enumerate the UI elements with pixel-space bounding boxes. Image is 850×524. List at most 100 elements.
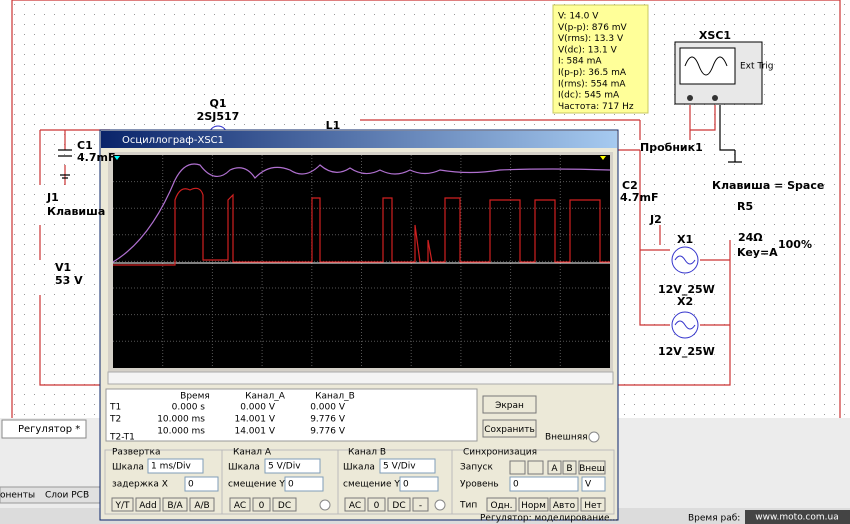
status-text: Время раб: (688, 514, 740, 524)
button[interactable] (578, 460, 606, 475)
button[interactable] (486, 497, 517, 512)
button[interactable] (367, 497, 386, 512)
column-header: Время (180, 392, 210, 402)
input[interactable] (184, 476, 219, 492)
field-label: задержка X (112, 480, 168, 490)
input[interactable] (264, 458, 321, 474)
field-label: Шкала (228, 463, 260, 473)
button[interactable] (135, 497, 161, 512)
probe-reading: V(rms): 13.3 V (558, 34, 624, 44)
component-label: 12V_25W (658, 345, 715, 358)
button[interactable] (412, 497, 429, 512)
cursor-value: 0.000 V (240, 403, 276, 413)
input-value: 5 V/Div (383, 462, 416, 472)
group-title: Синхронизация (463, 448, 537, 458)
edge-button[interactable] (509, 460, 526, 475)
watermark-text: www.moto.com.ua (755, 513, 838, 523)
component-label: Key=A (737, 246, 778, 259)
component-label: C1 (77, 139, 93, 152)
probe-reading: V(dc): 13.1 V (558, 45, 618, 55)
component-label: X2 (677, 295, 693, 308)
input[interactable] (509, 476, 579, 492)
panel-tab: оненты (0, 491, 35, 501)
edge-button[interactable] (527, 460, 544, 475)
button[interactable] (111, 497, 134, 512)
button[interactable] (482, 419, 537, 438)
button[interactable] (272, 497, 297, 512)
button-label: B/A (167, 501, 183, 511)
trigger-external: Внешняя (545, 433, 588, 443)
button-label: - (419, 501, 422, 511)
button[interactable] (387, 497, 411, 512)
button-label: 0 (259, 501, 265, 511)
group-title: Канал A (233, 448, 272, 458)
button[interactable] (229, 497, 251, 512)
input[interactable] (399, 476, 439, 492)
field-label: смещение Y (228, 480, 285, 490)
input-value: 1 ms/Div (151, 462, 192, 472)
cursor-value: 9.776 V (310, 415, 346, 425)
button[interactable] (344, 497, 366, 512)
button[interactable] (518, 497, 549, 512)
window-title: Осциллограф-XSC1 (122, 135, 224, 146)
probe-reading: V(p-p): 876 mV (558, 23, 628, 33)
button[interactable] (162, 497, 188, 512)
button[interactable] (562, 460, 577, 475)
probe-reading: I: 584 mA (558, 57, 602, 67)
field-label: Запуск (460, 463, 493, 473)
probe-reading: I(rms): 554 mA (558, 79, 626, 89)
component-label: Клавиша = Space (712, 179, 824, 192)
input[interactable] (284, 476, 324, 492)
component-label: 4.7mF (620, 191, 658, 204)
cursor-value: 10.000 ms (157, 427, 205, 437)
cursor-value: 14.001 V (234, 415, 275, 425)
component-label: 100% (778, 238, 812, 251)
input[interactable] (581, 476, 606, 492)
cursor-value: 0.000 V (310, 403, 346, 413)
button-label: A (551, 464, 558, 474)
button-label: Y/T (114, 501, 130, 511)
probe-panel (552, 4, 649, 114)
button-label: Внеш (579, 464, 605, 474)
input-value: 0 (513, 480, 519, 490)
input[interactable] (147, 458, 204, 474)
button-label: DC (278, 501, 291, 511)
input[interactable] (379, 458, 436, 474)
button-label: AC (349, 501, 361, 511)
input-value: V (585, 480, 592, 490)
button[interactable] (580, 497, 606, 512)
cursor-label: T1 (109, 403, 121, 413)
button-label: Норм (521, 501, 546, 511)
component-label: 4.7mF (77, 151, 115, 164)
button[interactable] (252, 497, 271, 512)
component-label: Клавиша (47, 205, 105, 218)
component-label: L1 (326, 119, 341, 132)
field-label: Шкала (112, 463, 144, 473)
component-label: R5 (737, 200, 753, 213)
cursor-label: T2-T1 (109, 433, 135, 443)
button[interactable] (549, 497, 579, 512)
input-value: 5 V/Div (268, 462, 301, 472)
xsc1-box (674, 41, 763, 105)
button-label: AC (234, 501, 246, 511)
cursor-value: 14.001 V (234, 427, 275, 437)
button[interactable] (189, 497, 215, 512)
button-label: Авто (553, 501, 576, 511)
button[interactable] (482, 395, 537, 414)
button-label: Экран (495, 401, 524, 411)
tab[interactable] (1, 419, 87, 439)
column-header: Канал_B (315, 392, 355, 402)
group-title: Развертка (112, 448, 160, 458)
button[interactable] (547, 460, 562, 475)
component-label: 2SJ517 (197, 110, 240, 123)
field-label: Уровень (460, 480, 499, 490)
component-label: J1 (46, 191, 59, 204)
probe-reading: V: 14.0 V (558, 12, 599, 22)
component-label: X1 (677, 233, 693, 246)
group-title: Канал B (348, 448, 386, 458)
field-label: Шкала (343, 463, 375, 473)
terminal-label: Ext Trig (740, 62, 774, 72)
component-label: J2 (649, 213, 662, 226)
cursor-value: 9.776 V (310, 427, 346, 437)
